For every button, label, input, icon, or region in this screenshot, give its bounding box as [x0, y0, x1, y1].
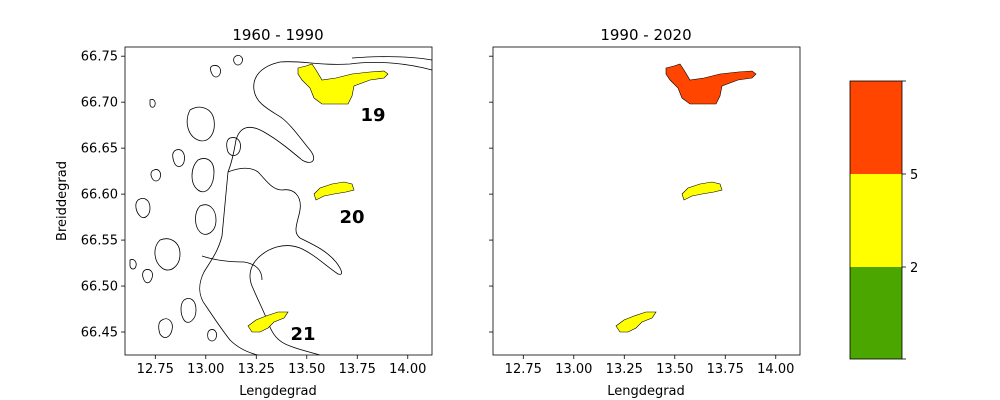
- colorbar-band-mid: [850, 174, 902, 267]
- x-tick-label: 13.75: [707, 362, 744, 377]
- y-tick-label: 66.70: [81, 96, 118, 111]
- x-tick-label: 13.50: [656, 362, 693, 377]
- x-tick-label: 13.75: [339, 362, 376, 377]
- region-20-fill: [313, 181, 355, 201]
- panel-title-right: 1990 - 2020: [600, 26, 691, 44]
- colorbar-band-high: [850, 81, 902, 174]
- colorbar: 2 5: [849, 80, 918, 360]
- colorbar-tick-label-5: 5: [910, 168, 918, 183]
- x-tick-label: 13.00: [555, 362, 592, 377]
- x-tick-label: 13.25: [606, 362, 643, 377]
- x-tick-label: 13.00: [187, 362, 224, 377]
- y-tick-label: 66.60: [81, 188, 118, 203]
- y-ticks-right: [489, 55, 493, 333]
- region-20-fill-right: [681, 181, 723, 201]
- region-19-fill: [297, 63, 389, 105]
- region-label-19: 19: [360, 105, 385, 126]
- y-axis-label: Breiddegrad: [55, 161, 70, 241]
- y-tick-label: 66.50: [81, 280, 118, 295]
- x-tick-label: 13.25: [238, 362, 275, 377]
- region-label-20: 20: [339, 207, 364, 228]
- x-ticks-left: 12.75 13.00 13.25 13.50 13.75 14.00: [137, 355, 426, 377]
- colorbar-band-low: [850, 267, 902, 359]
- map-panel-left: 19 20 21 1960 - 1990 Lengdegrad Breiddeg…: [55, 26, 433, 399]
- colorbar-tick-label-2: 2: [910, 261, 918, 276]
- map-panel-right: 1990 - 2020 Lengdegrad 12.75 13.00 13.25 13…: [489, 26, 801, 399]
- region-label-21: 21: [290, 324, 315, 345]
- x-axis-label-right: Lengdegrad: [607, 384, 685, 399]
- y-tick-label: 66.55: [81, 234, 118, 249]
- x-axis-label-left: Lengdegrad: [239, 384, 317, 399]
- y-tick-label: 66.75: [81, 50, 118, 65]
- plot-area-right: [492, 46, 801, 356]
- y-tick-label: 66.45: [81, 326, 118, 341]
- region-19-fill-right: [665, 63, 757, 105]
- y-ticks-left: 66.45 66.50 66.55 66.60 66.65 66.70 66.75: [81, 50, 125, 341]
- region-21-fill-right: [615, 311, 657, 333]
- region-21-fill: [247, 311, 289, 333]
- y-tick-label: 66.65: [81, 142, 118, 157]
- x-tick-label: 14.00: [757, 362, 794, 377]
- x-tick-label: 13.50: [288, 362, 325, 377]
- panel-title-left: 1960 - 1990: [232, 26, 323, 44]
- x-ticks-right: 12.75 13.00 13.25 13.50 13.75 14.00: [505, 355, 794, 377]
- plot-area-left: [124, 46, 433, 356]
- colorbar-frame: [849, 80, 903, 360]
- x-tick-label: 12.75: [137, 362, 174, 377]
- x-tick-label: 14.00: [389, 362, 426, 377]
- x-tick-label: 12.75: [505, 362, 542, 377]
